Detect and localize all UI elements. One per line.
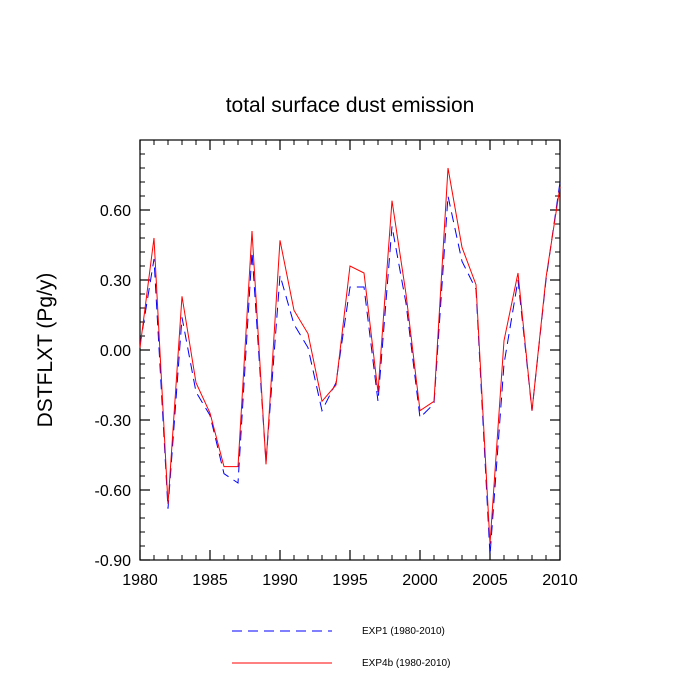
y-axis-label: DSTFLXT (Pg/y) xyxy=(34,273,57,428)
plot-frame xyxy=(139,139,561,561)
y-tick-label: 0.60 xyxy=(100,203,131,220)
y-tick-label: -0.30 xyxy=(95,413,132,430)
legend-label-exp1: EXP1 (1980-2010) xyxy=(362,626,445,637)
x-axis: 1980 1985 1990 1995 2000 2005 2010 xyxy=(122,140,578,589)
x-tick-label: 2005 xyxy=(472,572,508,589)
legend: EXP1 (1980-2010) EXP4b (1980-2010) xyxy=(232,626,450,669)
x-tick-label: 2010 xyxy=(542,572,578,589)
x-tick-label: 2000 xyxy=(402,572,438,589)
y-axis: -0.90 -0.60 -0.30 0.00 0.30 0.60 xyxy=(95,203,560,570)
legend-label-exp4b: EXP4b (1980-2010) xyxy=(362,658,450,669)
x-tick-label: 1990 xyxy=(262,572,298,589)
minor-ticks xyxy=(140,140,560,560)
chart-title: total surface dust emission xyxy=(226,94,475,117)
series-line-exp1 xyxy=(139,181,561,556)
y-tick-label: 0.30 xyxy=(100,273,131,290)
y-tick-label: 0.00 xyxy=(100,343,131,360)
series-layer xyxy=(139,167,561,556)
x-tick-label: 1985 xyxy=(192,572,228,589)
series-line-exp4b xyxy=(139,167,561,544)
y-tick-label: -0.60 xyxy=(95,483,132,500)
x-tick-label: 1980 xyxy=(122,572,158,589)
x-tick-label: 1995 xyxy=(332,572,368,589)
y-tick-label: -0.90 xyxy=(95,553,132,570)
